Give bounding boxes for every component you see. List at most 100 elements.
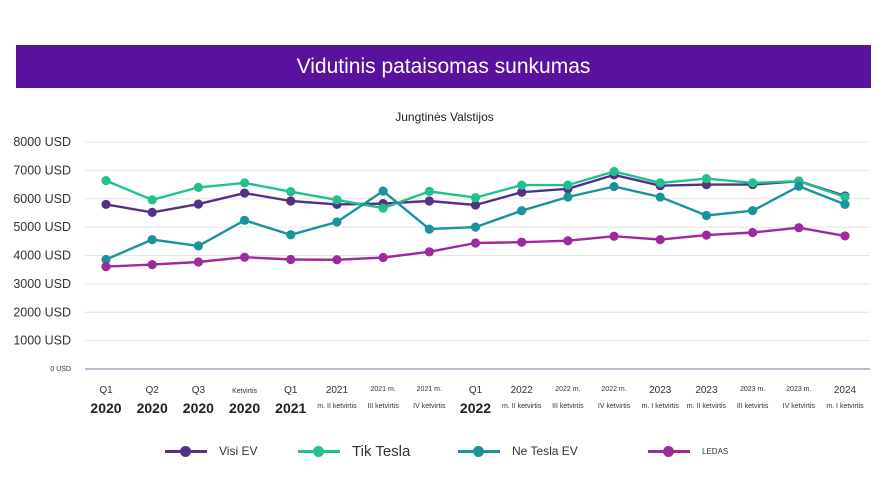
x-tick-group: 2021 m. IV ketvirtis — [413, 386, 446, 410]
data-point — [655, 235, 665, 245]
x-tick-label: 2020 — [137, 400, 168, 416]
legend-label: LEDAS — [702, 446, 729, 456]
y-tick-label: 7000 USD — [13, 163, 71, 177]
x-tick-label: Ketvirtis — [232, 388, 257, 395]
legend-item: Ne Tesla EV — [458, 438, 578, 464]
y-axis-labels: 8000 USD 7000 USD 6000 USD 5000 USD 4000 USD… — [13, 135, 71, 373]
x-tick-group: 2023 m. I ketvirtis — [642, 385, 680, 410]
legend-label: Visi EV — [219, 444, 258, 458]
x-tick-group: Q3 2020 — [183, 385, 214, 416]
data-point — [239, 215, 250, 225]
x-axis-labels: Q12020Q22020Q32020Ketvirtis2020Q12021202… — [90, 385, 864, 416]
x-tick-label: Q1 — [99, 385, 113, 396]
legend-swatch — [298, 445, 340, 457]
x-tick-label: 2023 — [649, 385, 672, 396]
x-tick-label: III ketvirtis — [367, 403, 399, 410]
legend-marker — [180, 445, 191, 457]
data-point — [794, 223, 804, 233]
x-tick-label: 2021 m. — [417, 386, 442, 393]
data-point — [193, 182, 203, 192]
data-point — [517, 187, 527, 197]
data-point — [517, 237, 527, 247]
x-tick-group: Ketvirtis 2020 — [229, 388, 260, 416]
data-point — [239, 252, 250, 262]
data-point — [286, 230, 296, 240]
x-tick-label: 2022 m. — [555, 386, 580, 393]
x-tick-label: 2021 m. — [370, 386, 395, 393]
data-point — [101, 261, 111, 272]
data-point — [840, 192, 850, 202]
data-point — [378, 252, 388, 263]
data-point — [193, 241, 203, 251]
x-tick-label: 2023 — [695, 385, 718, 396]
data-point — [470, 200, 481, 210]
legend-item: Visi EV — [165, 438, 257, 464]
data-point — [101, 175, 111, 186]
x-tick-label: 2022 m. — [601, 386, 626, 393]
x-tick-label: m. II ketvirtis — [317, 403, 357, 410]
data-point — [239, 188, 250, 198]
x-tick-label: 2022 — [511, 385, 534, 396]
data-point — [840, 199, 850, 210]
data-point — [147, 207, 157, 217]
x-tick-label: Q2 — [146, 385, 160, 396]
data-point — [378, 186, 388, 196]
data-point — [424, 196, 434, 206]
x-tick-group: 2022 m. II ketvirtis — [502, 385, 542, 410]
y-tick-label: 2000 USD — [13, 305, 71, 319]
chart-subtitle: Jungtinės Valstijos — [395, 110, 494, 124]
x-tick-label: Q1 — [469, 385, 483, 396]
grid-lines — [85, 141, 870, 370]
data-point — [563, 236, 573, 246]
data-point — [286, 187, 296, 197]
data-point — [609, 181, 619, 192]
x-tick-label: m. I ketvirtis — [826, 403, 864, 410]
data-point — [748, 178, 758, 188]
x-tick-group: 2021 m. III ketvirtis — [367, 386, 399, 410]
legend-marker — [313, 445, 324, 457]
legend-item: LEDAS — [648, 438, 728, 464]
x-tick-group: Q2 2020 — [137, 385, 168, 416]
data-point — [332, 255, 342, 265]
data-point — [748, 206, 758, 216]
x-tick-label: IV ketvirtis — [783, 403, 816, 410]
data-point — [748, 227, 758, 238]
legend-label: Ne Tesla EV — [512, 444, 578, 458]
x-tick-group: 2021 m. II ketvirtis — [317, 385, 357, 410]
chart-title: Vidutinis pataisomas sunkumas — [296, 54, 591, 78]
x-tick-group: 2022 m. IV ketvirtis — [598, 386, 631, 410]
y-tick-label: 5000 USD — [13, 220, 71, 234]
y-tick-label: 0 USD — [50, 366, 71, 373]
legend-swatch — [165, 445, 207, 457]
data-point — [193, 257, 203, 267]
x-tick-label: 2020 — [229, 400, 260, 416]
data-point — [655, 192, 665, 202]
series-layer — [101, 166, 850, 272]
x-tick-label: 2024 — [834, 385, 857, 396]
x-tick-label: m. I ketvirtis — [642, 403, 680, 410]
data-point — [563, 180, 573, 190]
series-1 — [101, 166, 850, 213]
data-point — [286, 196, 296, 206]
x-tick-label: m. II ketvirtis — [687, 403, 727, 410]
x-tick-label: m. II ketvirtis — [502, 403, 542, 410]
data-point — [147, 195, 157, 205]
x-tick-group: 2023 m. III ketvirtis — [737, 386, 769, 410]
x-tick-group: Q1 2020 — [90, 385, 121, 416]
legend: Visi EV Tik Tesla Ne Tesla EV LEDAS — [0, 438, 889, 464]
data-point — [378, 203, 388, 213]
data-point — [609, 166, 619, 177]
legend-marker — [473, 445, 484, 457]
data-point — [286, 254, 296, 265]
line-chart: 8000 USD 7000 USD 6000 USD 5000 USD 4000 USD… — [13, 135, 870, 416]
x-tick-label: Q1 — [284, 385, 298, 396]
data-point — [147, 259, 157, 270]
x-tick-label: 2023 m. — [786, 386, 811, 393]
data-point — [332, 217, 342, 227]
data-point — [701, 174, 712, 184]
data-point — [655, 178, 665, 188]
data-point — [193, 199, 203, 209]
data-point — [239, 178, 250, 188]
x-tick-label: 2020 — [90, 400, 121, 416]
x-tick-label: Q3 — [192, 385, 206, 396]
